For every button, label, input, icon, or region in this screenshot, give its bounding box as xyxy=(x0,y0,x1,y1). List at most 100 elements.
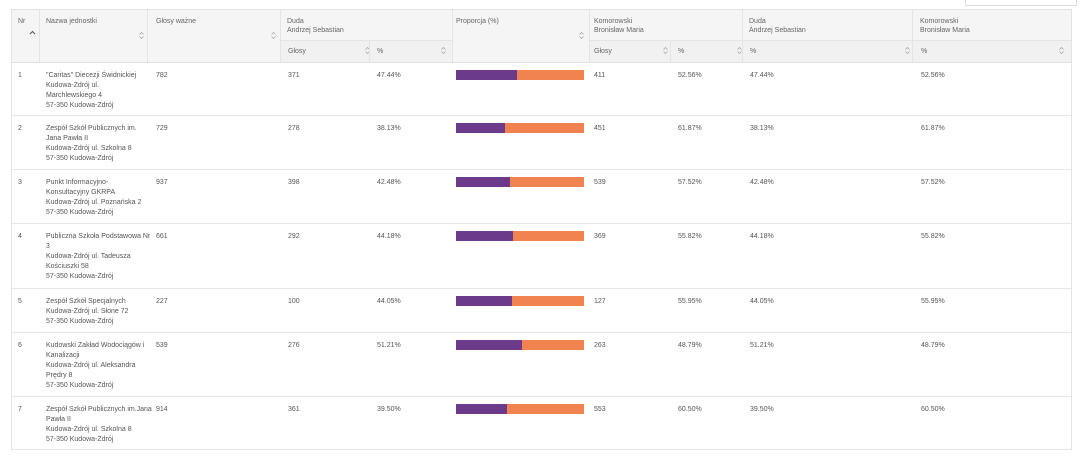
header-duda-surname: Duda xyxy=(287,18,304,25)
row-komo-votes: 369 xyxy=(594,233,606,240)
row-valid-votes: 661 xyxy=(156,233,168,240)
table-row[interactable]: 1 "Caritas" Diecezji Świdnickiej Kudowa-… xyxy=(12,63,1071,116)
row-unit-name: Punkt Informacyjno- Konsultacyjny GKRPA … xyxy=(46,178,141,218)
sort-icon[interactable] xyxy=(736,46,743,55)
row-duda-pct: 44.05% xyxy=(377,298,401,305)
header-name[interactable]: Nazwa jednostki xyxy=(46,18,97,25)
header-divider xyxy=(280,40,452,41)
sort-icon[interactable] xyxy=(364,46,371,55)
row-komo-pct-2: 55.95% xyxy=(921,298,945,305)
proportion-bar-duda xyxy=(456,70,517,80)
unit-address-line: Kudowa-Zdrój ul. Szkolna 8 xyxy=(46,426,132,433)
unit-address-line: Kudowa-Zdrój ul. Szkolna 8 xyxy=(46,145,132,152)
row-komo-votes: 451 xyxy=(594,125,606,132)
unit-address-line: 3 xyxy=(46,243,50,250)
sort-icon[interactable] xyxy=(440,46,447,55)
unit-address-line: Kościuszki 58 xyxy=(46,263,89,270)
column-divider xyxy=(912,10,913,62)
unit-name-line: Zespół Szkół Publicznych im. xyxy=(46,125,137,132)
unit-address-line: Kudowa-Zdrój ul. Poznańska 2 xyxy=(46,199,142,206)
row-komo-pct: 55.95% xyxy=(678,298,702,305)
row-valid-votes: 937 xyxy=(156,179,168,186)
column-divider xyxy=(369,40,370,62)
sort-icon[interactable] xyxy=(578,31,585,40)
proportion-bar-komorowski xyxy=(512,296,584,306)
header-duda-given: Andrzej Sebastian xyxy=(287,27,344,34)
row-duda-votes: 398 xyxy=(288,179,300,186)
header-komorowski-2: Komorowski Bronisław Maria xyxy=(920,17,970,35)
subheader-komo-pct[interactable]: % xyxy=(678,48,685,55)
subheader-duda-pct[interactable]: % xyxy=(377,48,384,55)
row-komo-pct-2: 52.56% xyxy=(921,72,945,79)
header-duda-2: Duda Andrzej Sebastian xyxy=(749,17,806,35)
row-komo-votes: 539 xyxy=(594,179,606,186)
row-komo-votes: 411 xyxy=(594,72,606,79)
column-divider xyxy=(670,40,671,62)
unit-address-line: Kanalizacji xyxy=(46,352,80,359)
header-komo-given: Bronisław Maria xyxy=(594,27,644,34)
sort-icon[interactable] xyxy=(662,46,669,55)
unit-address-line: Marchlewskiego 4 xyxy=(46,92,103,99)
proportion-bar xyxy=(456,231,584,241)
proportion-bar-komorowski xyxy=(516,70,584,80)
unit-name-line: Kudowski Zakład Wodociągów i xyxy=(46,342,145,349)
unit-address-line: 57-350 Kudowa-Zdrój xyxy=(46,318,114,325)
row-duda-pct-2: 39.50% xyxy=(750,406,774,413)
header-nr: Nr xyxy=(18,18,26,25)
row-unit-name: Zespół Szkół Specjalnych Kudowa-Zdrój ul… xyxy=(46,297,129,327)
sort-asc-icon[interactable] xyxy=(29,29,36,38)
search-input[interactable] xyxy=(965,0,1077,6)
row-unit-name: Zespół Szkół Publicznych im.Jana Pawła I… xyxy=(46,405,152,445)
unit-name-line: Zespół Szkół Publicznych im.Jana xyxy=(46,406,152,413)
table-row[interactable]: 6 Kudowski Zakład Wodociągów i Kanalizac… xyxy=(12,333,1071,397)
table-row[interactable]: 2 Zespół Szkół Publicznych im. Jana Pawł… xyxy=(12,116,1071,170)
proportion-bar xyxy=(456,340,584,350)
proportion-bar xyxy=(456,123,584,133)
row-komo-pct-2: 57.52% xyxy=(921,179,945,186)
row-komo-pct: 48.79% xyxy=(678,342,702,349)
header-proportion[interactable]: Proporcja (%) xyxy=(456,18,499,25)
proportion-bar-komorowski xyxy=(506,404,584,414)
row-duda-votes: 276 xyxy=(288,342,300,349)
row-duda-pct: 42.48% xyxy=(377,179,401,186)
proportion-bar xyxy=(456,404,584,414)
column-divider xyxy=(589,10,590,62)
row-unit-name: "Caritas" Diecezji Świdnickiej Kudowa-Zd… xyxy=(46,71,136,111)
row-nr: 1 xyxy=(18,72,22,79)
table-row[interactable]: 3 Punkt Informacyjno- Konsultacyjny GKRP… xyxy=(12,170,1071,224)
row-duda-pct: 39.50% xyxy=(377,406,401,413)
row-duda-pct-2: 47.44% xyxy=(750,72,774,79)
unit-address-line: Kudowa-Zdrój ul. Słone 72 xyxy=(46,308,129,315)
subheader-komo2-pct[interactable]: % xyxy=(921,48,928,55)
column-divider xyxy=(280,10,281,62)
proportion-bar-komorowski xyxy=(512,231,584,241)
unit-address-line: Kudowa-Zdrój ul. xyxy=(46,82,99,89)
table-row[interactable]: 7 Zespół Szkół Publicznych im.Jana Pawła… xyxy=(12,397,1071,450)
unit-address-line: 57-350 Kudowa-Zdrój xyxy=(46,102,114,109)
header-komo2-surname: Komorowski xyxy=(920,18,959,25)
header-valid-votes[interactable]: Głosy ważne xyxy=(156,18,197,25)
sort-icon[interactable] xyxy=(270,31,277,40)
header-duda2-surname: Duda xyxy=(749,18,766,25)
sort-icon[interactable] xyxy=(138,31,145,40)
subheader-komo-votes[interactable]: Głosy xyxy=(594,48,612,55)
unit-name-line: Zespół Szkół Specjalnych xyxy=(46,298,126,305)
row-duda-votes: 278 xyxy=(288,125,300,132)
proportion-bar-duda xyxy=(456,123,505,133)
subheader-duda-votes[interactable]: Głosy xyxy=(288,48,306,55)
column-divider xyxy=(742,10,743,62)
proportion-bar-duda xyxy=(456,231,513,241)
row-duda-pct-2: 44.18% xyxy=(750,233,774,240)
table-row[interactable]: 5 Zespół Szkół Specjalnych Kudowa-Zdrój … xyxy=(12,289,1071,333)
table-row[interactable]: 4 Publiczna Szkoła Podstawowa Nr 3 Kudow… xyxy=(12,224,1071,289)
row-komo-pct-2: 61.87% xyxy=(921,125,945,132)
proportion-bar-duda xyxy=(456,340,522,350)
sort-icon[interactable] xyxy=(1058,46,1065,55)
row-unit-name: Zespół Szkół Publicznych im. Jana Pawła … xyxy=(46,124,137,164)
row-komo-votes: 263 xyxy=(594,342,606,349)
row-nr: 6 xyxy=(18,342,22,349)
row-nr: 2 xyxy=(18,125,22,132)
sort-icon[interactable] xyxy=(904,46,911,55)
subheader-duda2-pct[interactable]: % xyxy=(750,48,757,55)
row-valid-votes: 729 xyxy=(156,125,168,132)
